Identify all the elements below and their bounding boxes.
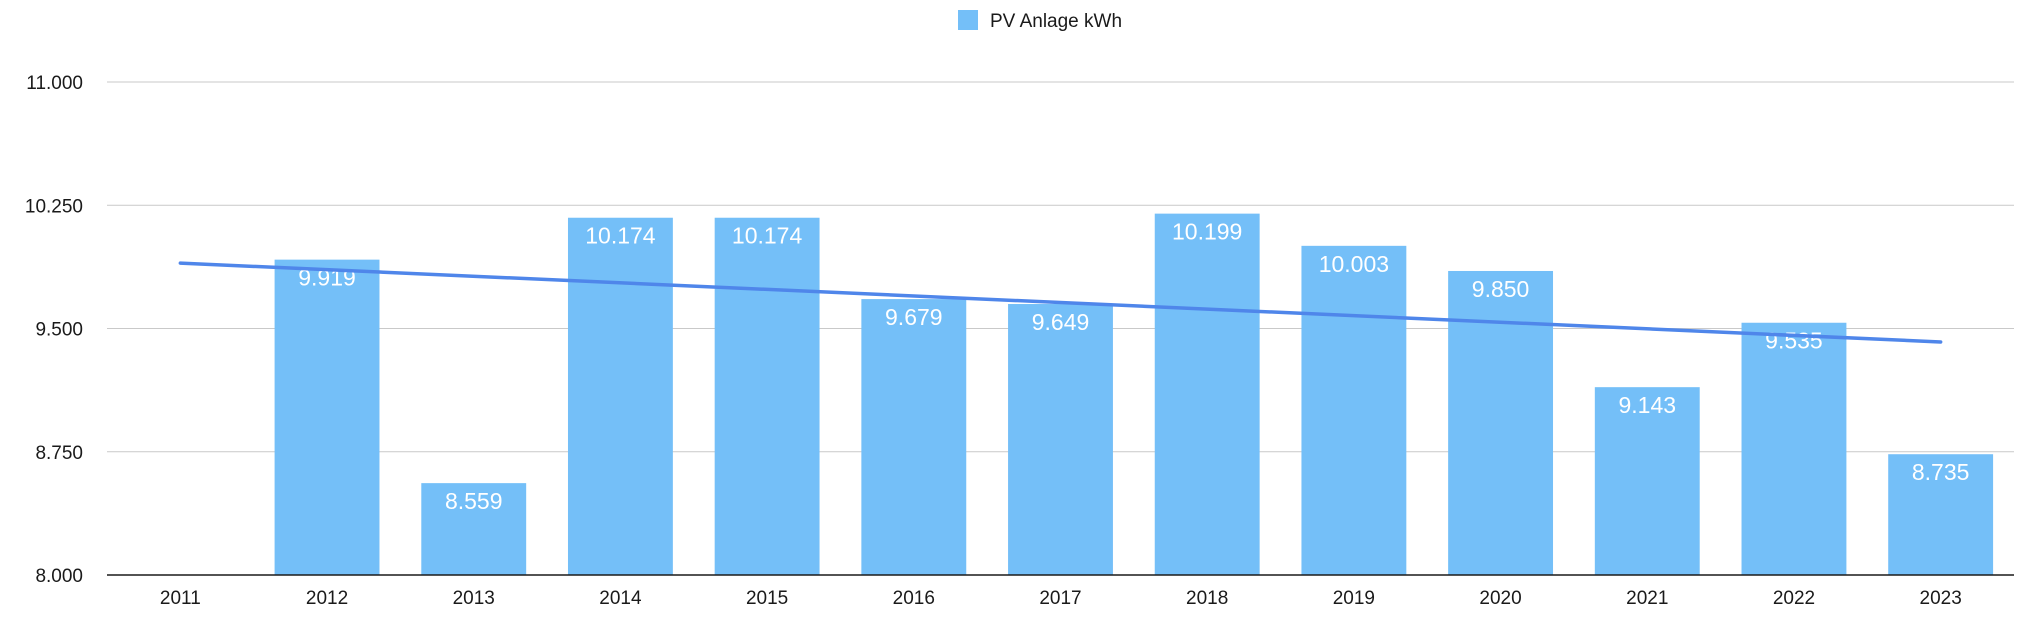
y-tick-label: 9.500: [35, 320, 83, 341]
y-tick-label: 10.250: [25, 196, 83, 217]
y-tick-label: 8.750: [35, 443, 83, 464]
bar-value-label: 10.003: [1319, 251, 1389, 277]
y-axis-tick-labels: 8.000 8.750 9.500 10.250 11.000: [25, 73, 83, 587]
x-tick-label: 2014: [599, 588, 642, 609]
bar: [1741, 322, 1847, 575]
legend-label: PV Anlage kWh: [990, 11, 1122, 32]
bar: [714, 217, 820, 576]
legend: PV Anlage kWh: [958, 10, 1122, 32]
bar-value-label: 9.679: [885, 304, 943, 330]
bar: [861, 299, 967, 575]
bar-value-label: 9.850: [1472, 276, 1530, 302]
x-tick-label: 2011: [160, 588, 201, 609]
bar: [1301, 245, 1407, 575]
x-tick-label: 2012: [306, 588, 348, 609]
trendline-layer: [178, 261, 1943, 344]
y-tick-label: 11.000: [26, 73, 83, 94]
bar: [1888, 454, 1994, 575]
bars: [274, 213, 1994, 576]
bar-value-label: 8.559: [445, 488, 503, 514]
bar: [274, 259, 380, 575]
x-tick-label: 2018: [1186, 588, 1228, 609]
bar-value-label: 9.649: [1032, 309, 1090, 335]
x-tick-label: 2023: [1920, 588, 1962, 609]
bar: [1154, 213, 1260, 576]
bar: [567, 217, 673, 576]
x-tick-label: 2020: [1479, 588, 1521, 609]
trendline: [178, 261, 1943, 344]
bar-value-label: 9.535: [1765, 328, 1823, 354]
x-axis-tick-labels: 2011 2012 2013 2014 2015 2016 2017 2018 2019 2020…: [160, 588, 1962, 609]
bar-value-label: 10.174: [732, 223, 803, 249]
y-tick-label: 8.000: [35, 566, 83, 587]
x-tick-label: 2017: [1039, 588, 1081, 609]
legend-swatch: [958, 10, 978, 30]
x-tick-label: 2019: [1333, 588, 1375, 609]
x-tick-label: 2021: [1626, 588, 1668, 609]
bar: [1008, 304, 1113, 575]
bar-value-label: 8.735: [1912, 459, 1970, 485]
bar-value-label: 10.174: [585, 223, 656, 249]
x-tick-label: 2022: [1773, 588, 1815, 609]
bar: [1594, 387, 1700, 575]
bar: [1448, 270, 1554, 575]
bar-value-label: 10.199: [1172, 219, 1242, 245]
bar-value-label: 9.143: [1618, 392, 1676, 418]
x-tick-label: 2016: [893, 588, 935, 609]
x-tick-label: 2015: [746, 588, 788, 609]
bar: [421, 483, 527, 575]
x-tick-label: 2013: [453, 588, 495, 609]
